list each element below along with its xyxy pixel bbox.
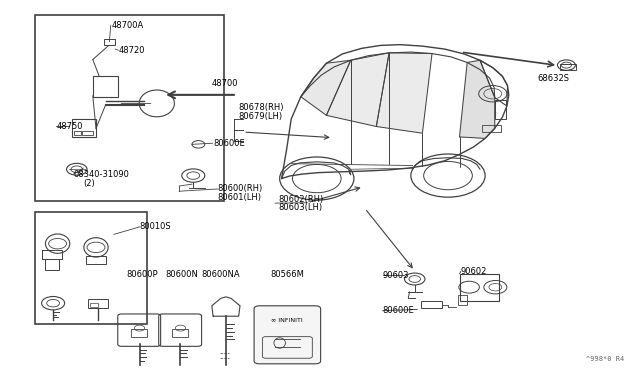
Bar [86, 256, 106, 264]
Bar [93, 76, 118, 97]
Bar [35, 15, 224, 201]
Text: 80600N: 80600N [165, 270, 198, 279]
Bar [72, 119, 96, 137]
Bar [560, 64, 576, 70]
Polygon shape [460, 60, 495, 138]
Text: 80603(LH): 80603(LH) [278, 203, 323, 212]
Bar [460, 274, 499, 301]
Text: 80678(RH): 80678(RH) [239, 103, 284, 112]
Bar [421, 301, 442, 308]
Text: 80010S: 80010S [140, 222, 171, 231]
Bar [482, 125, 501, 132]
Bar [131, 329, 147, 337]
Polygon shape [326, 53, 389, 126]
Text: 48720: 48720 [118, 46, 145, 55]
Bar [88, 299, 108, 308]
Text: 08340-31090: 08340-31090 [74, 170, 129, 179]
FancyBboxPatch shape [254, 306, 321, 364]
Text: 80566M: 80566M [271, 270, 305, 279]
Text: 48700A: 48700A [112, 21, 144, 30]
Bar [104, 39, 115, 45]
Bar [45, 259, 59, 270]
Text: 80600E: 80600E [213, 139, 245, 148]
Text: (2): (2) [83, 179, 95, 187]
Bar [172, 329, 188, 337]
Text: ^998*0 R4: ^998*0 R4 [586, 356, 624, 362]
Text: 80601(LH): 80601(LH) [218, 193, 262, 202]
Text: ∞ INFINITI: ∞ INFINITI [271, 318, 303, 323]
Text: 48700: 48700 [211, 79, 237, 88]
Bar [35, 212, 147, 324]
Bar [495, 100, 506, 119]
Text: 80602(RH): 80602(RH) [278, 195, 324, 203]
Polygon shape [376, 53, 432, 133]
Text: 68632S: 68632S [538, 74, 570, 83]
Text: 90602: 90602 [461, 267, 487, 276]
Text: 48750: 48750 [56, 122, 83, 131]
Bar [90, 303, 98, 307]
Text: 80600(RH): 80600(RH) [218, 185, 263, 193]
Bar [74, 131, 81, 135]
Text: 80600NA: 80600NA [202, 270, 240, 279]
Text: 90603: 90603 [383, 271, 409, 280]
Polygon shape [301, 60, 351, 115]
Text: 80600E: 80600E [383, 306, 415, 315]
Text: 80600P: 80600P [127, 270, 158, 279]
Bar [458, 295, 467, 305]
Bar [82, 131, 93, 135]
Text: 80679(LH): 80679(LH) [239, 112, 283, 121]
Bar [42, 250, 62, 259]
